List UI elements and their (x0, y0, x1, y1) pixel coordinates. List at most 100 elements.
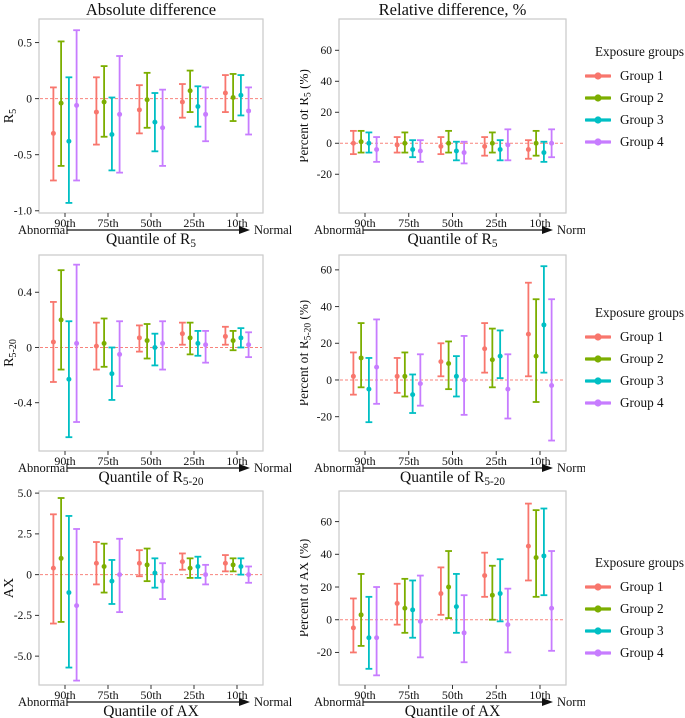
series-group-4 (373, 128, 555, 165)
pointrange (525, 281, 532, 378)
series-group-3 (365, 131, 548, 163)
point-estimate (246, 572, 252, 578)
x-tick-label: 50th (442, 216, 463, 230)
point-estimate (453, 148, 459, 154)
point-estimate (350, 140, 356, 146)
legend-key-point (594, 377, 602, 385)
point-estimate (446, 584, 452, 590)
legend-label: Group 1 (620, 329, 664, 344)
pointrange (481, 322, 489, 374)
point-estimate (66, 376, 72, 382)
pointrange (194, 330, 202, 357)
point-estimate (438, 591, 444, 597)
direction-arrow-head (239, 464, 250, 472)
point-estimate (74, 603, 80, 609)
point-estimate (366, 386, 372, 392)
pointrange (481, 551, 489, 598)
pointrange (437, 342, 445, 378)
pointrange (350, 129, 357, 156)
y-tick-label: -2.5 (14, 610, 32, 622)
series-group-4 (373, 550, 555, 677)
direction-arrow-head (239, 226, 250, 234)
panel-r5-relative: 60 40 20 0 -20 90th 75th 50th 25th 10th Abnormal No… (300, 18, 585, 250)
pointrange (229, 330, 237, 352)
series-group-3 (365, 265, 548, 424)
point-estimate (525, 331, 531, 337)
point-estimate (187, 565, 193, 571)
point-estimate (417, 618, 423, 624)
point-estimate (109, 371, 115, 377)
x-tick-label: 50th (442, 688, 463, 702)
normal-label: Normal (557, 461, 585, 475)
x-tick-label: 25th (486, 688, 507, 702)
point-estimate (541, 150, 547, 156)
point-estimate (410, 392, 416, 398)
pointrange (350, 351, 357, 396)
panel-border (338, 490, 567, 686)
direction-arrow-head (542, 698, 553, 706)
point-estimate (144, 97, 150, 103)
legend-label: Group 4 (620, 645, 664, 660)
point-estimate (366, 635, 372, 641)
pointrange (496, 329, 504, 380)
legend-label: Group 2 (620, 90, 664, 105)
legend-label: Group 4 (620, 395, 664, 410)
x-tick-label: 75th (97, 688, 118, 702)
pointrange (108, 346, 116, 401)
legend-key-point (594, 116, 602, 124)
point-estimate (238, 563, 244, 569)
pointrange (116, 537, 123, 614)
pointrange (401, 577, 409, 634)
point-estimate (410, 607, 416, 613)
pointrange (73, 29, 80, 182)
series-group-3 (365, 507, 548, 670)
y-axis-title: Percent of R5 (%) (300, 69, 314, 163)
point-estimate (402, 140, 408, 146)
panel-border (38, 490, 264, 686)
pointrange (159, 320, 166, 371)
series-group-1 (50, 74, 229, 182)
point-estimate (446, 360, 452, 366)
pointrange (179, 552, 186, 571)
pointrange (548, 550, 555, 652)
point-estimate (152, 119, 158, 125)
legend-label: Group 3 (620, 112, 664, 127)
x-tick-label: 10th (226, 688, 247, 702)
pointrange (525, 139, 532, 160)
point-estimate (497, 591, 503, 597)
pointrange (460, 594, 468, 664)
y-tick-label: 2.5 (18, 529, 33, 541)
x-tick-label: 25th (183, 216, 204, 230)
pointrange (222, 74, 229, 113)
legend-pointrange-key-icon (585, 627, 611, 635)
y-tick-label: 0 (26, 342, 32, 354)
series-group-3 (65, 74, 245, 204)
x-axis-title: Quantile of R5-20 (400, 469, 505, 488)
y-tick-label: 0.5 (18, 37, 33, 49)
point-estimate (489, 592, 495, 598)
y-tick-label: 40 (321, 549, 333, 561)
point-estimate (461, 377, 467, 383)
legend-exposure-groups-row2: Exposure groups Group 1 Group 2 Group 3 Grou… (577, 303, 685, 414)
point-estimate (533, 140, 539, 146)
x-tick-label: 25th (183, 688, 204, 702)
series-group-4 (73, 528, 252, 682)
pointrange (186, 557, 194, 579)
pointrange (93, 321, 100, 371)
series-group-2 (357, 298, 540, 403)
panel-ax-absolute: 5.0 2.5 0 -2.5 -5.0 90th 75th 50th 25th 10th Abnor… (2, 488, 293, 718)
point-estimate (410, 146, 416, 152)
x-tick-label: 25th (486, 454, 507, 468)
legend-label: Group 2 (620, 351, 664, 366)
point-estimate (374, 146, 380, 152)
pointrange (365, 131, 373, 154)
series-group-1 (50, 301, 229, 383)
pointrange (445, 550, 452, 619)
y-tick-label: 0.4 (18, 287, 33, 299)
point-estimate (109, 132, 115, 138)
x-axis-title: Quantile of R5-20 (99, 469, 204, 488)
pointrange (525, 502, 532, 582)
legend-item-group-4: Group 4 (577, 392, 685, 414)
series-group-2 (357, 509, 540, 647)
pointrange (445, 129, 452, 154)
